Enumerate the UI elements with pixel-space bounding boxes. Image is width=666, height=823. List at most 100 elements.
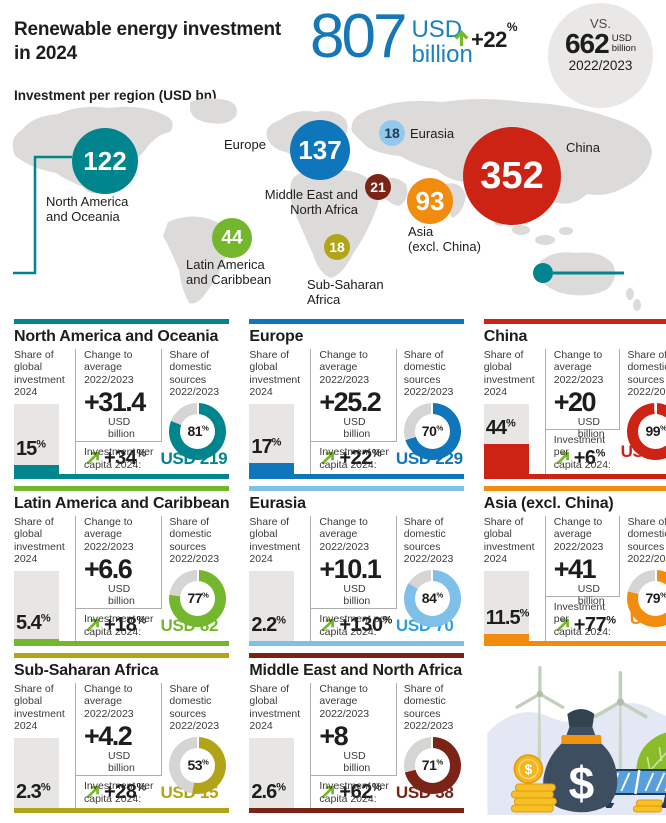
card-bottom-bar xyxy=(249,641,464,646)
card-top-bar xyxy=(14,653,230,658)
domestic-value: 79 xyxy=(645,590,661,606)
card-china: China Share of global investment 2024 44… xyxy=(483,319,666,479)
renewables-money-illustration: $ $ xyxy=(487,666,666,815)
card-north-america-oceania: North America and Oceania Share of globa… xyxy=(14,319,230,479)
increase-arrow-icon xyxy=(321,786,335,799)
domestic-value: 84 xyxy=(421,590,437,606)
bubble-value-eurasia: 18 xyxy=(384,125,400,141)
percent-sign: % xyxy=(136,781,146,794)
percent-sign: % xyxy=(660,423,666,433)
card-middle-east-north-africa: Middle East and North Africa Share of gl… xyxy=(249,653,464,813)
percent-sign: % xyxy=(436,423,443,433)
previous-period: 2022/2023 xyxy=(568,58,633,73)
percent-sign: % xyxy=(519,607,530,620)
map-label-europe: Europe xyxy=(224,137,266,152)
domestic-label: Share of domestic sources 2022/2023 xyxy=(403,516,454,566)
previous-total-unit: USD billion xyxy=(611,33,636,55)
percent-sign: % xyxy=(371,781,382,794)
change-label: Change to average 2022/2023 xyxy=(319,349,370,386)
share-label: Share of global investment 2024 xyxy=(14,349,65,399)
change-value: +20 xyxy=(553,387,597,418)
svg-text:$: $ xyxy=(524,761,532,777)
map-label-sub-saharan-africa: Sub-Saharan Africa xyxy=(307,277,384,308)
share-bar-chart: 15% xyxy=(14,403,59,476)
domestic-donut-chart: 71% xyxy=(403,736,461,794)
change-pct-value: +62 xyxy=(339,781,372,804)
per-capita-label: Investment per capita 2024: xyxy=(319,780,389,805)
card-title: Eurasia xyxy=(249,495,306,512)
share-value: 15 xyxy=(16,437,37,460)
change-pct-value: +28 xyxy=(104,781,137,804)
change-pct-value: +77 xyxy=(573,614,607,637)
increase-arrow-icon xyxy=(86,619,99,632)
share-bar-fill xyxy=(14,807,59,810)
total-unit: USD billion xyxy=(411,16,473,69)
card-bottom-bar xyxy=(483,474,666,479)
world-map: 122 137 18 352 21 93 44 18 xyxy=(12,98,652,311)
card-title: Sub-Saharan Africa xyxy=(14,662,159,679)
share-value: 2.6 xyxy=(251,780,277,803)
domestic-donut-chart: 70% xyxy=(403,402,461,460)
bubble-value-china: 352 xyxy=(480,155,543,197)
share-label: Share of global investment 2024 xyxy=(249,516,301,566)
domestic-label: Share of domestic sources 2022/2023 xyxy=(627,349,666,399)
share-bar-fill xyxy=(14,638,59,643)
share-bar-fill xyxy=(483,443,529,476)
share-label: Share of global investment 2024 xyxy=(14,683,65,733)
per-capita-label: Investment per capita 2024: xyxy=(319,613,389,638)
change-pct-value: +130 xyxy=(339,614,383,637)
usd-billion-label: USD billion xyxy=(343,750,371,775)
wind-turbine-icon xyxy=(515,666,565,775)
share-bar-fill xyxy=(249,640,295,643)
increase-arrow-icon xyxy=(321,619,335,632)
vs-previous-badge: VS. 662 USD billion 2022/2023 xyxy=(548,3,653,108)
card-latin-america-caribbean: Latin America and Caribbean Share of glo… xyxy=(14,486,230,646)
share-bar-chart: 44% xyxy=(483,403,529,476)
share-value: 2.2 xyxy=(251,613,277,636)
card-bottom-bar xyxy=(14,808,230,813)
map-label-middle-east-north-africa: Middle East and North Africa xyxy=(264,187,358,218)
share-bar-fill xyxy=(249,807,295,810)
previous-total-value: 662 xyxy=(564,28,610,59)
usd-billion-label: USD billion xyxy=(577,416,605,441)
increase-arrow-icon xyxy=(86,452,99,465)
share-value: 44 xyxy=(485,416,507,439)
card-asia-excl-china: Asia (excl. China) Share of global inves… xyxy=(483,486,666,646)
card-bottom-bar xyxy=(249,808,464,813)
vs-label: VS. xyxy=(590,16,611,31)
card-eurasia: Eurasia Share of global investment 2024 … xyxy=(249,486,464,646)
percent-sign: % xyxy=(436,757,443,767)
domestic-value: 81 xyxy=(187,423,203,439)
percent-sign: % xyxy=(595,447,606,460)
change-value: +4.2 xyxy=(84,721,133,752)
domestic-donut-chart: 77% xyxy=(169,569,227,627)
share-label: Share of global investment 2024 xyxy=(14,516,65,566)
domestic-label: Share of domestic sources 2022/2023 xyxy=(169,349,220,399)
share-label: Share of global investment 2024 xyxy=(483,349,535,399)
percent-sign: % xyxy=(606,614,616,627)
change-pct-value: +6 xyxy=(573,447,596,470)
percent-sign: % xyxy=(506,417,516,430)
bubble-china xyxy=(463,127,561,225)
bubble-value-europe: 137 xyxy=(298,135,341,165)
card-top-bar xyxy=(14,319,230,324)
share-bar-fill xyxy=(483,634,529,643)
map-label-asia-excl-china: Asia (excl. China) xyxy=(408,224,481,255)
card-bottom-bar xyxy=(14,474,230,479)
card-title: Middle East and North Africa xyxy=(249,662,462,679)
share-bar-chart: 2.3% xyxy=(14,737,59,810)
domestic-label: Share of domestic sources 2022/2023 xyxy=(169,516,220,566)
share-bar-fill xyxy=(14,464,59,476)
change-label: Change to average 2022/2023 xyxy=(84,349,134,386)
percent-sign: % xyxy=(202,590,209,600)
usd-billion-label: USD billion xyxy=(343,583,371,608)
share-bar-chart: 5.4% xyxy=(14,570,59,643)
domestic-value: 70 xyxy=(421,423,437,439)
increase-arrow-icon xyxy=(86,786,99,799)
percent-sign: % xyxy=(40,781,51,794)
percent-sign: % xyxy=(136,447,146,460)
share-bar-fill xyxy=(249,463,295,476)
increase-arrow-icon xyxy=(321,452,335,465)
usd-billion-label: USD billion xyxy=(343,416,371,441)
per-capita-label: Investment per capita 2024: xyxy=(84,446,154,471)
